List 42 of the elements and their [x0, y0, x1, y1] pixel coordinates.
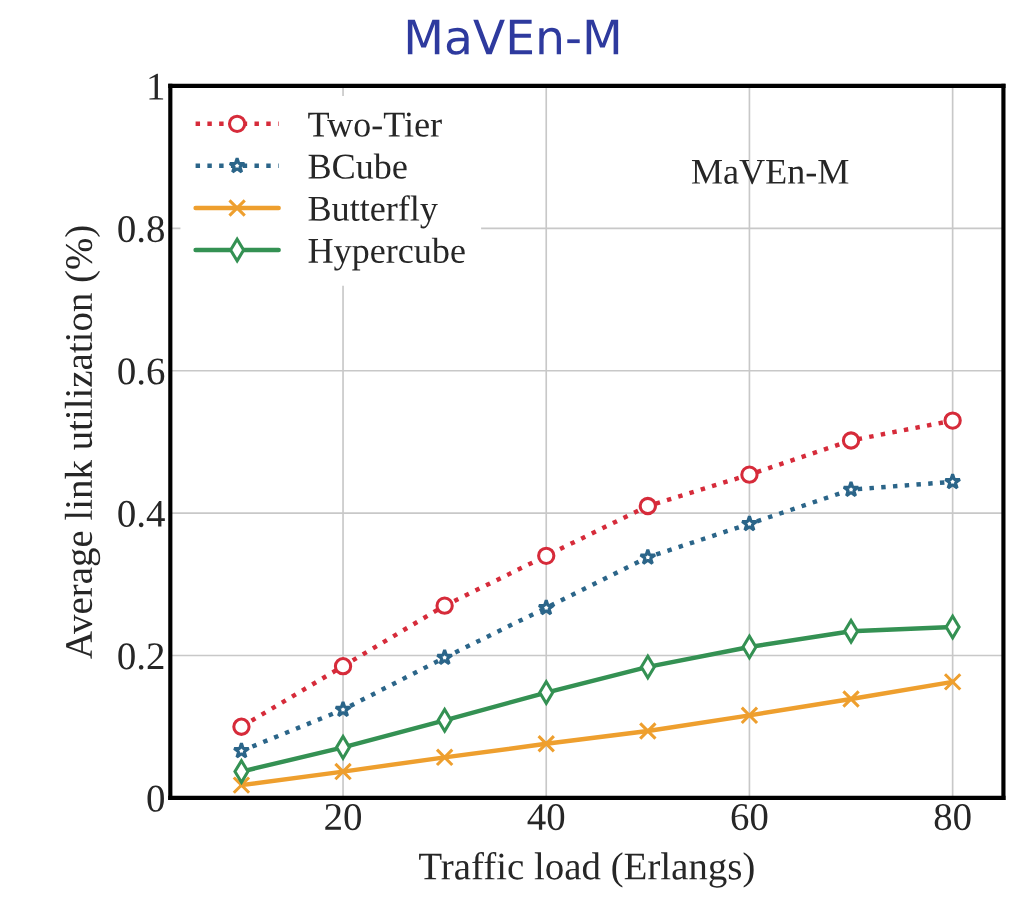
annotation: MaVEn-M — [691, 159, 849, 185]
point — [232, 717, 251, 736]
y-tick-label: 1 — [149, 73, 164, 100]
point — [537, 598, 556, 616]
y-tick-label: 0 — [147, 785, 164, 812]
x-axis-title: Traffic load (Erlangs) — [419, 851, 754, 888]
y-tick-label: 0.6 — [118, 358, 165, 385]
point — [537, 546, 556, 566]
point — [435, 748, 454, 767]
legend-label: Hypercube — [308, 237, 465, 271]
legend-label: Two-Tier — [308, 112, 442, 137]
point — [435, 648, 454, 666]
point — [435, 596, 454, 615]
x-tick-label: 80 — [934, 803, 971, 831]
point — [334, 700, 352, 718]
x-tick-label: 60 — [731, 803, 768, 831]
y-tick-label: 0.2 — [118, 643, 164, 670]
point — [943, 411, 962, 430]
point — [943, 472, 962, 490]
y-tick-label: 0.4 — [118, 500, 165, 528]
legend-label: BCube — [308, 153, 407, 179]
point — [232, 741, 251, 759]
point — [943, 672, 962, 692]
y-axis-title: Average link utilization (%) — [64, 226, 101, 659]
chart-title: MaVEn-M — [407, 19, 619, 55]
x-tick-label: 40 — [527, 803, 565, 831]
point — [740, 706, 759, 725]
point — [638, 721, 657, 741]
point — [740, 514, 759, 532]
point — [842, 480, 860, 498]
y-tick-label: 0.8 — [118, 215, 164, 243]
legend-label: Butterfly — [308, 195, 438, 229]
x-tick-label: 20 — [325, 803, 361, 831]
point — [333, 762, 353, 781]
point — [740, 465, 759, 484]
point — [537, 734, 556, 753]
point — [841, 431, 861, 450]
point — [232, 775, 251, 795]
point — [841, 689, 861, 709]
point — [638, 496, 657, 516]
point — [333, 657, 353, 676]
point — [639, 548, 657, 565]
